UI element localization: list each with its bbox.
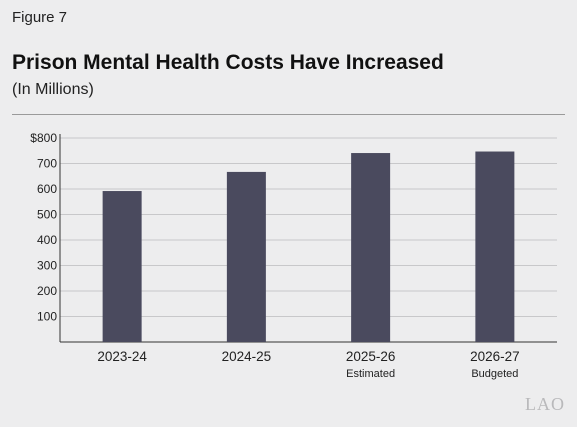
y-tick-label: 200 — [37, 284, 57, 298]
y-tick-label: 700 — [37, 157, 57, 171]
chart-subtitle: (In Millions) — [12, 81, 94, 98]
y-tick-label: $800 — [30, 131, 57, 145]
bar-2023-24 — [102, 191, 142, 342]
y-tick-label: 100 — [37, 310, 57, 324]
bar-2026-27 — [475, 151, 515, 342]
y-tick-label: 500 — [37, 208, 57, 222]
lao-logo: LAO — [525, 394, 565, 414]
y-tick-label: 600 — [37, 182, 57, 196]
x-tick-note: Estimated — [346, 368, 395, 380]
figure-label: Figure 7 — [12, 9, 68, 26]
x-tick-note: Budgeted — [471, 368, 518, 380]
bar-2025-26 — [351, 153, 391, 342]
y-tick-label: 400 — [37, 233, 57, 247]
chart-title: Prison Mental Health Costs Have Increase… — [12, 51, 444, 74]
y-tick-label: 300 — [37, 259, 57, 273]
x-tick-label: 2025-26 — [346, 349, 396, 364]
x-tick-label: 2023-24 — [97, 349, 147, 364]
bar-2024-25 — [226, 171, 266, 342]
x-tick-label: 2026-27 — [470, 349, 520, 364]
title-divider — [12, 114, 565, 115]
x-tick-label: 2024-25 — [222, 349, 272, 364]
